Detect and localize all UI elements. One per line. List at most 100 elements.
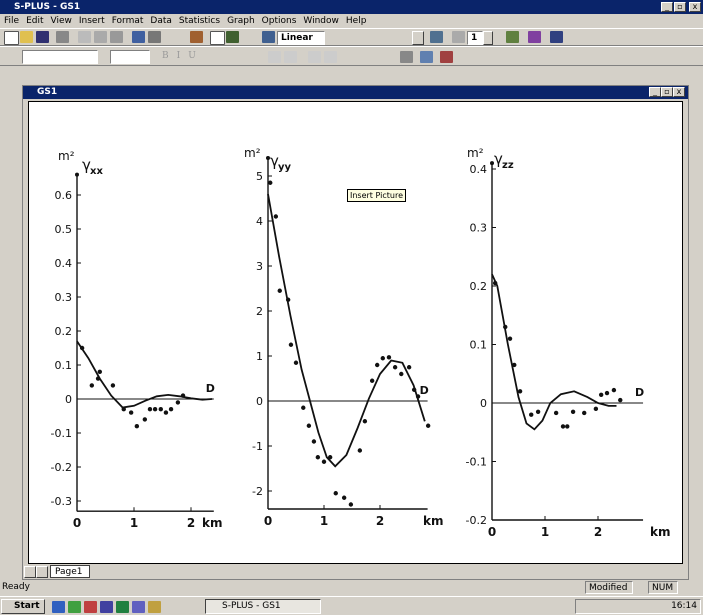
quicklaunch-icon[interactable] bbox=[116, 601, 129, 613]
x-tick-label: 2 bbox=[376, 514, 384, 528]
marker-label: D bbox=[635, 386, 644, 399]
data-point bbox=[416, 394, 420, 398]
model-curve bbox=[268, 194, 425, 466]
data-point bbox=[342, 496, 346, 500]
data-point bbox=[536, 410, 540, 414]
y-tick-label: 0.4 bbox=[55, 257, 73, 270]
data-point bbox=[554, 411, 558, 415]
y-subscript: yy bbox=[278, 162, 292, 173]
data-point bbox=[278, 289, 282, 293]
data-point bbox=[96, 376, 100, 380]
data-point bbox=[312, 439, 316, 443]
y-tick-label: -0.2 bbox=[51, 461, 72, 474]
status-mode-text: Modified bbox=[589, 583, 627, 593]
x-tick-label: 0 bbox=[73, 516, 81, 530]
data-point bbox=[80, 346, 84, 350]
y-tick-label: 1 bbox=[256, 350, 263, 363]
data-point bbox=[565, 424, 569, 428]
data-point bbox=[375, 363, 379, 367]
data-point bbox=[512, 363, 516, 367]
data-point bbox=[407, 365, 411, 369]
x-tick-label: 1 bbox=[130, 516, 138, 530]
data-point bbox=[529, 413, 533, 417]
y-tick-label: 0 bbox=[65, 393, 72, 406]
data-point bbox=[143, 417, 147, 421]
data-point bbox=[286, 298, 290, 302]
quicklaunch-icon[interactable] bbox=[68, 601, 81, 613]
data-point bbox=[561, 424, 565, 428]
data-point bbox=[98, 370, 102, 374]
data-point bbox=[370, 379, 374, 383]
data-point bbox=[582, 411, 586, 415]
data-point bbox=[164, 410, 168, 414]
data-point bbox=[612, 388, 616, 392]
tooltip: Insert Picture bbox=[347, 189, 406, 202]
y-tick-label: 0.3 bbox=[55, 291, 73, 304]
x-tick-label: 0 bbox=[264, 514, 272, 528]
y-tick-label: -0.1 bbox=[466, 456, 487, 469]
y-tick-label: -2 bbox=[252, 485, 263, 498]
data-point bbox=[599, 393, 603, 397]
quicklaunch-icon[interactable] bbox=[148, 601, 161, 613]
charts-layer: -0.3-0.2-0.100.10.20.30.40.50.6012kmm²γx… bbox=[0, 0, 703, 615]
data-point bbox=[307, 424, 311, 428]
data-point bbox=[289, 343, 293, 347]
y-tick-label: -1 bbox=[252, 440, 263, 453]
task-label: S-PLUS - GS1 bbox=[222, 601, 281, 611]
y-unit-label: m² bbox=[467, 146, 484, 160]
data-point bbox=[618, 398, 622, 402]
data-point bbox=[122, 407, 126, 411]
axis-arrow bbox=[75, 173, 79, 177]
data-point bbox=[111, 383, 115, 387]
x-tick-label: 2 bbox=[594, 525, 602, 539]
quicklaunch-icon[interactable] bbox=[84, 601, 97, 613]
data-point bbox=[274, 214, 278, 218]
data-point bbox=[412, 388, 416, 392]
status-mode: Modified bbox=[585, 581, 633, 594]
data-point bbox=[508, 336, 512, 340]
data-point bbox=[363, 419, 367, 423]
data-point bbox=[159, 407, 163, 411]
x-tick-label: 0 bbox=[488, 525, 496, 539]
quicklaunch-icon[interactable] bbox=[52, 601, 65, 613]
tooltip-text: Insert Picture bbox=[350, 191, 403, 200]
task-button[interactable]: S-PLUS - GS1 bbox=[205, 599, 321, 614]
data-point bbox=[358, 448, 362, 452]
data-point bbox=[322, 460, 326, 464]
x-tick-label: 1 bbox=[320, 514, 328, 528]
data-point bbox=[176, 400, 180, 404]
data-point bbox=[399, 372, 403, 376]
x-tick-label: 1 bbox=[541, 525, 549, 539]
y-tick-label: 0.5 bbox=[55, 223, 73, 236]
x-axis-label: km bbox=[423, 514, 443, 528]
y-tick-label: -0.1 bbox=[51, 427, 72, 440]
quicklaunch-icon[interactable] bbox=[132, 601, 145, 613]
data-point bbox=[316, 455, 320, 459]
data-point bbox=[349, 502, 353, 506]
model-curve bbox=[492, 274, 617, 429]
data-point bbox=[129, 410, 133, 414]
data-point bbox=[328, 455, 332, 459]
data-point bbox=[594, 407, 598, 411]
taskbar: Start S-PLUS - GS1 16:14 bbox=[0, 596, 703, 615]
y-tick-label: 0.2 bbox=[55, 325, 73, 338]
data-point bbox=[301, 406, 305, 410]
y-tick-label: -0.3 bbox=[51, 495, 72, 508]
start-button[interactable]: Start bbox=[1, 599, 45, 614]
x-axis-label: km bbox=[202, 516, 222, 530]
quicklaunch-icon[interactable] bbox=[100, 601, 113, 613]
data-point bbox=[571, 410, 575, 414]
status-text: Ready bbox=[2, 582, 30, 592]
data-point bbox=[148, 407, 152, 411]
y-tick-label: 2 bbox=[256, 305, 263, 318]
y-tick-label: 0 bbox=[480, 397, 487, 410]
y-unit-label: m² bbox=[244, 146, 261, 160]
data-point bbox=[393, 365, 397, 369]
y-unit-label: m² bbox=[58, 149, 75, 163]
model-curve bbox=[77, 341, 212, 407]
status-num-text: NUM bbox=[652, 583, 673, 593]
data-point bbox=[381, 356, 385, 360]
data-point bbox=[426, 424, 430, 428]
marker-label: D bbox=[420, 384, 429, 397]
y-tick-label: -0.2 bbox=[466, 514, 487, 527]
